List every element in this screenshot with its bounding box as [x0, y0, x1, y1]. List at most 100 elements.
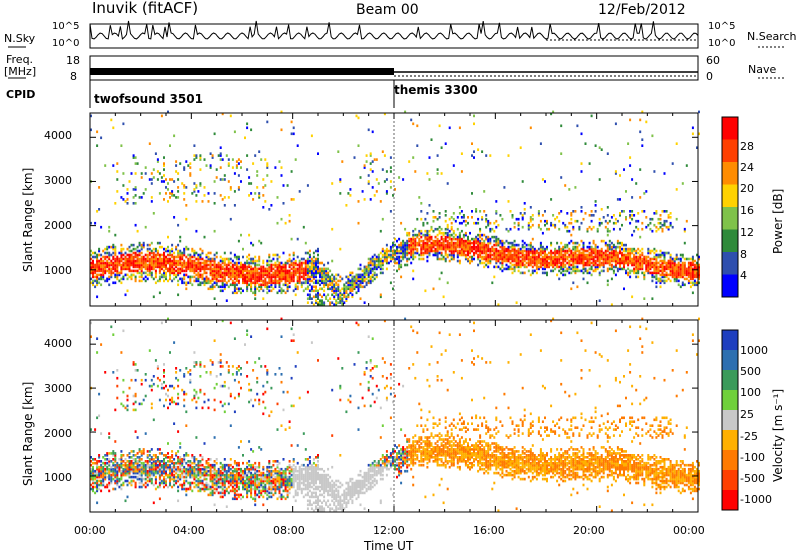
velocity-cell	[183, 475, 186, 479]
velocity-cell	[124, 499, 127, 503]
power-cell	[128, 249, 131, 253]
velocity-cell	[112, 471, 115, 475]
power-cell	[231, 166, 234, 169]
power-cell	[308, 267, 311, 271]
power-cell	[213, 269, 216, 273]
power-cell	[669, 263, 672, 267]
power-cell	[562, 259, 565, 263]
power-cell	[610, 263, 613, 267]
velocity-cell	[177, 473, 180, 477]
power-cell	[367, 275, 370, 279]
power-cell	[418, 243, 421, 247]
velocity-cell	[120, 473, 123, 477]
power-cell	[590, 214, 593, 217]
power-cell	[661, 210, 664, 213]
power-cell	[296, 275, 299, 279]
power-cell	[357, 200, 360, 203]
power-cell	[582, 271, 585, 275]
power-cell	[513, 249, 516, 253]
power-cell	[681, 283, 684, 287]
power-cell	[430, 235, 433, 239]
power-cell	[179, 239, 182, 243]
power-cell	[659, 273, 662, 277]
power-cell	[574, 210, 577, 213]
power-cell	[132, 265, 135, 269]
power-cell	[560, 263, 563, 267]
power-cell	[641, 227, 644, 231]
velocity-cell	[169, 456, 171, 459]
velocity-cell	[199, 390, 202, 394]
power-cell	[98, 249, 101, 253]
power-cell	[574, 255, 577, 259]
power-cell	[252, 162, 255, 165]
power-cell	[578, 255, 581, 259]
power-cell	[580, 239, 583, 243]
power-cell	[452, 257, 455, 261]
velocity-cell	[185, 471, 188, 475]
power-cell	[110, 245, 113, 249]
power-cell	[363, 269, 366, 273]
velocity-cell	[104, 463, 107, 467]
power-cell	[629, 271, 632, 275]
power-cell	[144, 225, 147, 229]
power-cell	[250, 261, 253, 265]
power-cell	[406, 245, 409, 249]
power-cell	[503, 247, 506, 251]
power-cell	[568, 221, 571, 225]
power-cell	[519, 255, 522, 259]
velocity-cell	[165, 471, 167, 475]
power-cell	[562, 221, 565, 225]
power-cell	[537, 257, 540, 261]
power-cell	[296, 255, 299, 259]
power-cell	[446, 182, 449, 185]
power-cell	[90, 253, 92, 257]
power-cell	[499, 257, 502, 261]
power-cell	[458, 251, 461, 255]
power-cell	[337, 289, 340, 293]
power-cell	[424, 233, 427, 237]
power-cell	[462, 243, 465, 247]
power-cell	[152, 251, 155, 255]
power-cell	[118, 251, 121, 255]
power-cell	[310, 267, 313, 271]
velocity-cell	[195, 400, 198, 404]
power-cell	[610, 249, 613, 253]
power-cell	[256, 263, 259, 267]
power-cell	[369, 281, 372, 285]
velocity-cell	[163, 375, 165, 378]
velocity-cell	[94, 473, 97, 477]
power-cell	[315, 289, 317, 293]
power-cell	[653, 170, 656, 173]
power-cell	[124, 255, 127, 259]
power-cell	[114, 281, 117, 285]
velocity-cell	[181, 487, 184, 491]
velocity-cell	[148, 458, 151, 461]
power-cell	[92, 269, 94, 273]
power-cell	[633, 249, 636, 253]
velocity-cell	[169, 458, 171, 461]
power-cell	[614, 249, 617, 253]
power-cell	[278, 285, 281, 289]
power-cell	[440, 257, 443, 261]
power-cell	[669, 216, 672, 219]
power-cell	[213, 285, 216, 289]
power-cell	[278, 261, 281, 265]
velocity-cell	[102, 461, 105, 465]
power-cell	[515, 263, 518, 267]
power-cell	[282, 277, 285, 281]
power-cell	[171, 265, 174, 269]
power-cell	[179, 269, 182, 273]
power-cell	[233, 287, 236, 291]
power-cell	[691, 283, 694, 287]
power-cell	[612, 243, 615, 247]
power-cell	[434, 216, 437, 219]
velocity-cell	[104, 467, 107, 471]
power-cell	[266, 287, 269, 291]
power-cell	[361, 277, 364, 281]
power-cell	[296, 237, 299, 241]
power-cell	[412, 235, 415, 239]
power-cell	[505, 267, 508, 271]
velocity-cell	[177, 489, 180, 493]
power-cell	[434, 235, 437, 239]
power-cell	[104, 261, 107, 265]
